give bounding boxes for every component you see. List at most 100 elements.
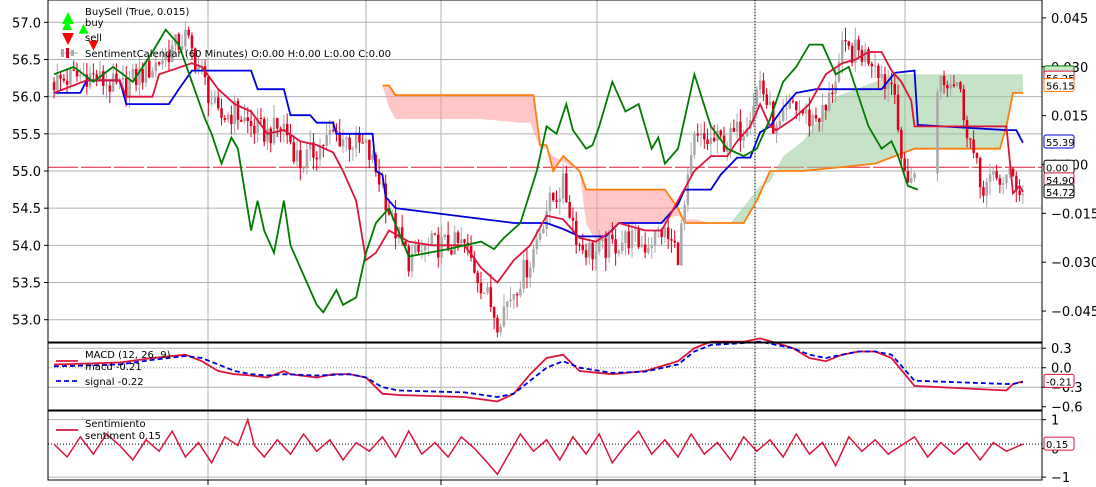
buy-marker (78, 23, 89, 34)
value-tag-box (1043, 78, 1075, 92)
candle-body (282, 123, 286, 131)
y-tick-label: 53.5 (12, 277, 41, 292)
candle-body (177, 34, 181, 50)
candle-body (59, 74, 62, 79)
candle-body (499, 326, 502, 333)
candle-body (446, 234, 450, 251)
candle-body (322, 144, 325, 146)
candle-body (709, 137, 713, 144)
candle-body (226, 114, 230, 120)
candle-body (236, 100, 240, 120)
sentiment-legend: Sentimiento sentiment 0.15 (56, 419, 161, 442)
value-tag-macd: -0.21 (1043, 373, 1075, 388)
candle-body (65, 80, 69, 85)
candle-body (693, 133, 696, 155)
y2-tick-label: 0.045 (1051, 12, 1088, 27)
value-tag: 56.15 (1043, 78, 1075, 93)
candle-body (213, 97, 217, 103)
candle-body (542, 229, 545, 234)
candle-body (295, 150, 299, 162)
candle-body (538, 233, 542, 240)
candle-body (483, 293, 486, 294)
cloud-bull (730, 74, 1023, 223)
candle-body (568, 202, 571, 218)
candle-body (854, 39, 857, 63)
legend-sell: sell (85, 33, 102, 44)
candle-body (584, 250, 588, 258)
candle-body (621, 243, 624, 251)
candle-body (276, 118, 279, 129)
candle-body (742, 136, 745, 141)
macd-panel (48, 337, 1042, 403)
candle-body (269, 128, 272, 144)
y2-tick-label: −0.045 (1051, 305, 1096, 320)
candle-body (617, 250, 621, 254)
candle-body (903, 158, 906, 171)
candle-body (259, 117, 263, 119)
candle-body (502, 306, 506, 327)
candle-body (752, 106, 755, 121)
candle-body (588, 242, 591, 258)
candle-body (949, 84, 952, 89)
candle-body (804, 109, 808, 114)
candle-body (443, 234, 447, 238)
candle-body (598, 241, 601, 252)
candle-body (995, 171, 998, 179)
candle-body (988, 174, 992, 182)
candle-body (1008, 168, 1011, 175)
y-tick-label: 55.0 (12, 165, 41, 180)
candle-body (555, 200, 558, 202)
y-tick-label: 57.0 (12, 16, 41, 31)
candle-body (643, 244, 647, 253)
candle-body (400, 227, 404, 242)
candle-body (190, 35, 194, 49)
candle-body (345, 137, 348, 140)
legend-signal-line: signal -0.22 (85, 377, 144, 388)
candle-body (167, 53, 171, 63)
candle-body (900, 129, 903, 159)
candle-body (233, 100, 236, 124)
y-tick-label: 53.0 (12, 314, 41, 329)
candle-body (689, 154, 693, 175)
candle-body (420, 250, 424, 252)
candle-body (532, 249, 535, 268)
senkou-b-line (730, 92, 1023, 224)
value-tag-label: 54.90 (1046, 176, 1075, 187)
sentiment-tick-label: −1 (1051, 471, 1070, 486)
candle-body (430, 233, 433, 245)
candle-body (473, 257, 476, 273)
candle-body (138, 68, 141, 86)
candle-body (821, 104, 824, 122)
candle-body (217, 97, 220, 109)
candle-body (870, 63, 874, 67)
value-tag-label: 54.72 (1046, 188, 1075, 199)
candle-body (194, 48, 197, 71)
candle-body (417, 244, 420, 252)
panel-frame (47, 410, 1043, 481)
candle-body (230, 114, 233, 124)
value-tag-label: 0.00 (1046, 163, 1068, 174)
candle-body (972, 139, 975, 153)
candle-body (469, 246, 473, 258)
candle-body (377, 172, 381, 185)
candle-body (154, 62, 158, 71)
candle-body (433, 233, 437, 235)
candle-body (827, 92, 831, 111)
candle-body (460, 239, 463, 243)
candle-body (56, 74, 59, 90)
value-tag-label: -0.21 (1046, 377, 1072, 388)
candle-body (936, 92, 939, 174)
candle-body (302, 167, 305, 169)
candle-body (440, 237, 443, 258)
candle-body (571, 217, 575, 221)
candle-body (453, 232, 456, 255)
value-tag: 0.00 (1043, 159, 1075, 174)
candle-body (712, 137, 716, 141)
candle-body (52, 81, 56, 91)
candle-body (650, 245, 653, 248)
candle-body (210, 102, 213, 104)
candle-body (479, 283, 483, 294)
candle-body (982, 187, 985, 196)
candle-body (627, 231, 630, 249)
